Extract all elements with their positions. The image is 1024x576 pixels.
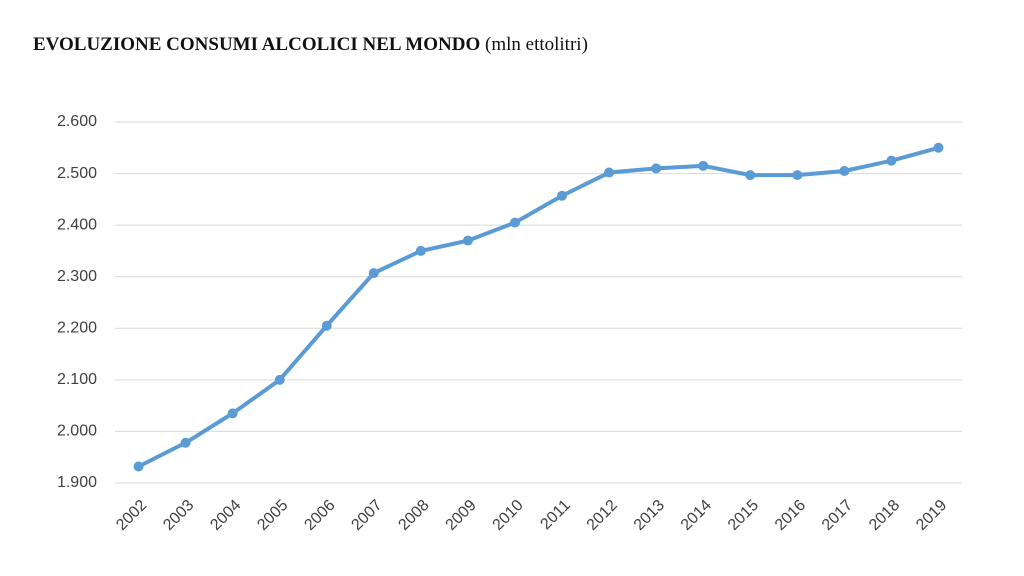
data-point: [886, 155, 897, 166]
data-point: [368, 268, 379, 279]
data-point: [604, 167, 615, 178]
y-tick-label: 2.300: [57, 268, 97, 285]
data-point: [839, 165, 850, 176]
data-point: [698, 160, 709, 171]
chart-title-block: EVOLUZIONE CONSUMI ALCOLICI NEL MONDO (m…: [33, 34, 588, 55]
x-tick-label: 2018: [866, 497, 903, 534]
data-point: [792, 170, 803, 181]
x-tick-label: 2009: [443, 497, 480, 534]
data-point: [462, 235, 473, 246]
data-point: [557, 190, 568, 201]
data-point: [180, 437, 191, 448]
data-point: [933, 142, 944, 153]
data-point: [415, 245, 426, 256]
x-tick-label: 2010: [490, 497, 527, 534]
data-point: [321, 320, 332, 331]
data-point: [274, 374, 285, 385]
x-tick-label: 2008: [395, 497, 432, 534]
x-tick-label: 2012: [584, 497, 621, 534]
y-tick-label: 2.500: [57, 165, 97, 182]
x-tick-label: 2015: [725, 497, 762, 534]
y-tick-label: 2.600: [57, 113, 97, 130]
x-tick-label: 2005: [254, 497, 291, 534]
y-tick-label: 2.400: [57, 216, 97, 233]
y-tick-label: 2.200: [57, 320, 97, 337]
data-point: [745, 170, 756, 181]
data-point: [133, 461, 144, 472]
x-tick-label: 2006: [301, 497, 338, 534]
y-tick-label: 1.900: [57, 474, 97, 491]
x-tick-label: 2019: [913, 497, 950, 534]
x-tick-label: 2013: [631, 497, 668, 534]
x-tick-label: 2004: [207, 497, 244, 534]
y-tick-label: 2.000: [57, 423, 97, 440]
x-tick-label: 2003: [160, 497, 197, 534]
chart-title: EVOLUZIONE CONSUMI ALCOLICI NEL MONDO: [33, 34, 480, 55]
data-line: [136, 145, 941, 469]
chart-subtitle: (mln ettolitri): [485, 34, 588, 55]
data-point: [651, 163, 662, 174]
data-point: [227, 408, 238, 419]
x-tick-label: 2017: [819, 497, 856, 534]
data-point: [509, 217, 520, 228]
x-tick-label: 2014: [678, 497, 715, 534]
x-tick-label: 2016: [772, 497, 809, 534]
x-tick-label: 2011: [537, 497, 573, 533]
y-tick-label: 2.100: [57, 371, 97, 388]
x-tick-label: 2002: [113, 497, 150, 534]
x-tick-label: 2007: [348, 497, 385, 534]
